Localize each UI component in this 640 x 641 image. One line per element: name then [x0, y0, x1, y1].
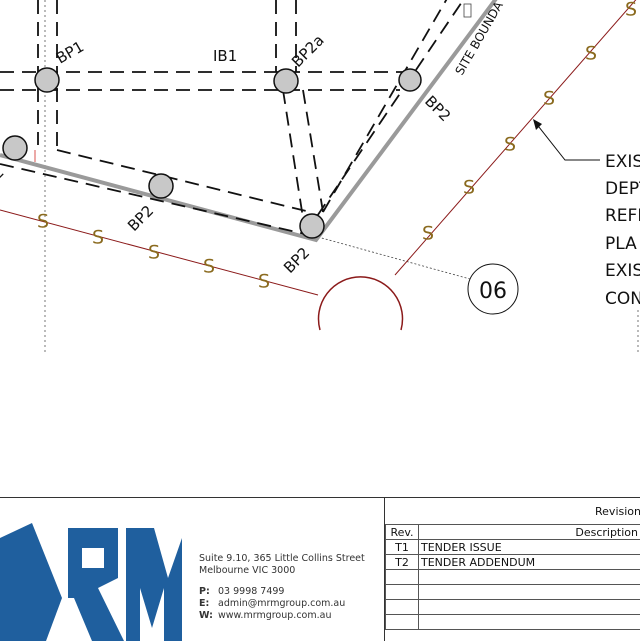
description-column-header: Description — [419, 525, 640, 540]
description-cell — [419, 600, 640, 615]
label-bp2-right: BP2 — [421, 92, 454, 125]
site-plan-drawing: S S S S S S S S S S S BP1 IB1 BP2a BP2 B… — [0, 0, 640, 497]
note-line-2: DEPT — [605, 179, 640, 199]
revision-table: Rev. Description T1 TENDER ISSUE T2 TEND… — [385, 524, 640, 630]
revision-block: Revision Rev. Description T1 TENDER ISSU… — [384, 498, 640, 641]
description-cell — [419, 585, 640, 600]
logo-text: MRM — [0, 518, 3, 519]
revision-header-row: Rev. Description — [386, 525, 640, 540]
company-address: Suite 9.10, 365 Little Collins Street Me… — [199, 553, 365, 622]
revision-title: Revision — [595, 505, 640, 518]
table-row — [386, 585, 640, 600]
rev-cell — [386, 570, 419, 585]
pile-bp2-corner — [300, 214, 324, 238]
sewer-marker-2: S — [92, 227, 104, 249]
sewer-marker-11: S — [625, 0, 637, 21]
sewer-marker-9: S — [543, 88, 555, 110]
site-boundary-line — [0, 0, 510, 240]
label-site-boundary: SITE BOUNDA — [452, 0, 506, 77]
note-line-5: EXIS — [605, 261, 640, 281]
title-block: MRM Suite 9.10, 365 Little Collins Stree… — [0, 497, 640, 641]
note-line-1: EXIS — [605, 152, 640, 172]
label-bp1: BP1 — [53, 37, 87, 67]
description-cell: TENDER ADDENDUM — [419, 555, 640, 570]
email-link[interactable]: admin@mrmgroup.com.au — [218, 598, 345, 609]
pile-bp2-right — [399, 69, 421, 91]
address-line-2: Melbourne VIC 3000 — [199, 565, 365, 577]
sewer-marker-5: S — [258, 271, 270, 293]
table-row: T2 TENDER ADDENDUM — [386, 555, 640, 570]
sewer-manhole — [319, 277, 403, 330]
rev-column-header: Rev. — [386, 525, 419, 540]
table-row — [386, 615, 640, 630]
sewer-marker-3: S — [148, 242, 160, 264]
rev-cell: T2 — [386, 555, 419, 570]
rev-cell — [386, 615, 419, 630]
phone-row: P:03 9998 7499 — [199, 586, 365, 598]
note-line-6: CONF — [605, 289, 640, 309]
label-bp2a: BP2a — [288, 31, 328, 71]
description-cell — [419, 615, 640, 630]
mrm-logo: MRM — [0, 518, 190, 641]
pile-bp2-left — [3, 136, 27, 160]
web-row: W:www.mrmgroup.com.au — [199, 610, 365, 622]
sewer-marker-6: S — [422, 223, 434, 245]
label-ib1: IB1 — [213, 47, 237, 65]
sewer-markers: S S S S S S S S S S S — [37, 0, 637, 293]
pile-bp2a — [274, 69, 298, 93]
sewer-marker-7: S — [463, 177, 475, 199]
description-cell: TENDER ISSUE — [419, 540, 640, 555]
table-row: T1 TENDER ISSUE — [386, 540, 640, 555]
note-line-4: PLA — [605, 234, 637, 254]
setout-line-diagonal — [318, 237, 470, 279]
sewer-marker-1: S — [37, 211, 49, 233]
description-cell — [419, 570, 640, 585]
address-line-1: Suite 9.10, 365 Little Collins Street — [199, 553, 365, 565]
email-row: E:admin@mrmgroup.com.au — [199, 598, 365, 610]
phone-value: 03 9998 7499 — [218, 586, 284, 597]
rev-cell — [386, 585, 419, 600]
phone-label: P: — [199, 586, 218, 598]
boundary-marker — [464, 4, 471, 17]
pile-bp2-bottom — [149, 174, 173, 198]
table-row — [386, 570, 640, 585]
sewer-marker-10: S — [585, 43, 597, 65]
ground-beams — [0, 0, 470, 234]
sewer-marker-8: S — [504, 134, 516, 156]
rev-cell — [386, 600, 419, 615]
web-label: W: — [199, 610, 218, 622]
table-row — [386, 600, 640, 615]
note-line-3: REFE — [605, 206, 640, 226]
rev-cell: T1 — [386, 540, 419, 555]
label-bp2-bottom: BP2 — [124, 202, 157, 235]
sewer-marker-4: S — [203, 256, 215, 278]
label-bp2-corner: BP2 — [280, 244, 313, 277]
pile-bp1 — [35, 68, 59, 92]
email-label: E: — [199, 598, 218, 610]
web-link[interactable]: www.mrmgroup.com.au — [218, 610, 331, 621]
note-leader — [535, 122, 600, 160]
callout-06-label: 06 — [479, 279, 507, 304]
